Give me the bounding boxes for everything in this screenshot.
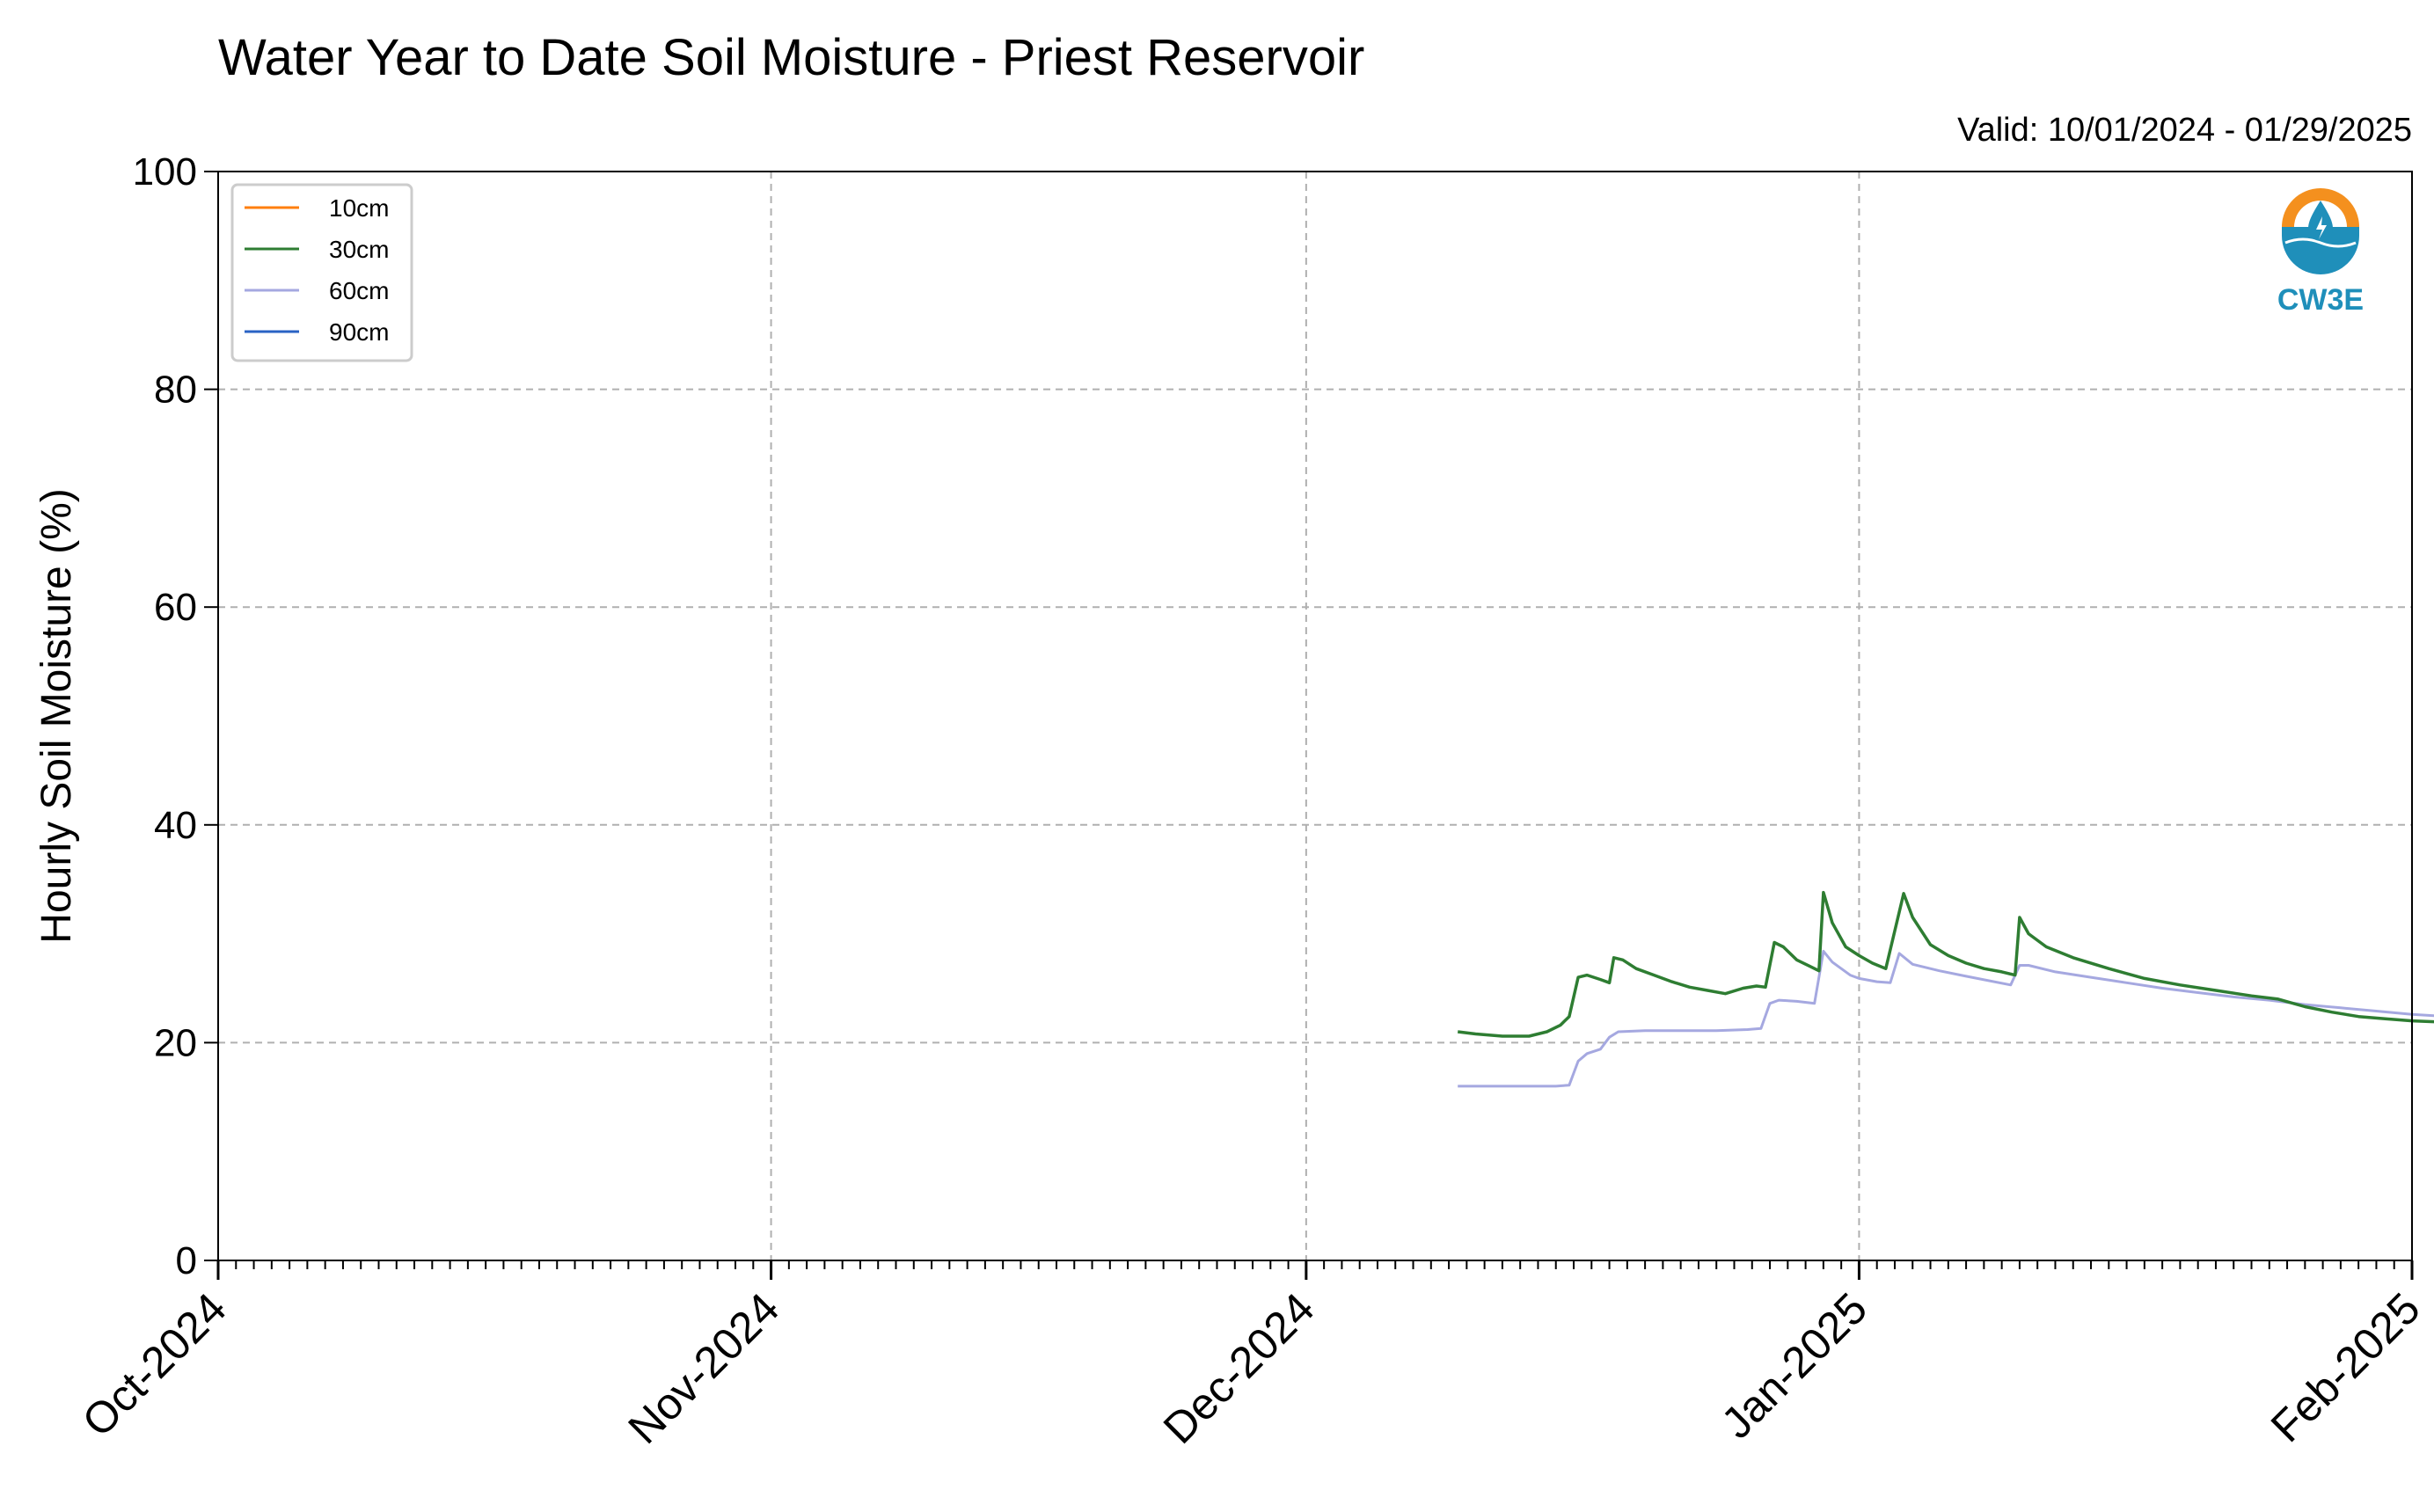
- cw3e-logo: CW3E: [2277, 188, 2364, 317]
- drop-highlight-icon: [2316, 216, 2327, 239]
- logo-wave-line-icon: [2284, 237, 2357, 248]
- series-line-30cm: [1457, 890, 2434, 1038]
- legend-frame: [230, 183, 413, 362]
- chart-title: Water Year to Date Soil Moisture - Pries…: [218, 29, 1364, 86]
- x-tick-label: Feb-2025: [2262, 1283, 2430, 1451]
- y-tick-label: 80: [154, 369, 197, 412]
- x-tick-label: Oct-2024: [73, 1283, 236, 1446]
- y-tick-label: 60: [154, 586, 197, 629]
- plot-area-frame: [217, 171, 2413, 1261]
- logo-text: CW3E: [2277, 283, 2364, 317]
- series-line-60cm: [1458, 949, 2434, 1088]
- legend-label-60cm: 60cm: [329, 277, 389, 304]
- y-tick-label: 40: [154, 804, 197, 847]
- y-tick-label: 0: [176, 1239, 197, 1282]
- x-tick-label: Nov-2024: [618, 1283, 788, 1453]
- legend-label-30cm: 30cm: [329, 236, 389, 263]
- y-tick-label: 20: [154, 1021, 197, 1064]
- x-tick-label: Dec-2024: [1154, 1283, 1324, 1453]
- legend-label-90cm: 90cm: [329, 318, 389, 346]
- legend: 10cm 30cm 60cm 90cm: [230, 183, 413, 362]
- y-axis-label: Hourly Soil Moisture (%): [33, 488, 80, 943]
- grid: [218, 172, 2412, 1260]
- y-tick-label: 100: [133, 150, 197, 194]
- valid-date-range: Valid: 10/01/2024 - 01/29/2025: [1957, 112, 2412, 149]
- x-tick-label: Jan-2025: [1712, 1283, 1876, 1448]
- axes: 0 20 40 60 80 100 Oct-2024 Nov-2024 Dec-2024 Jan-…: [73, 150, 2430, 1453]
- series-layer: [1457, 890, 2434, 1088]
- legend-label-10cm: 10cm: [329, 194, 389, 222]
